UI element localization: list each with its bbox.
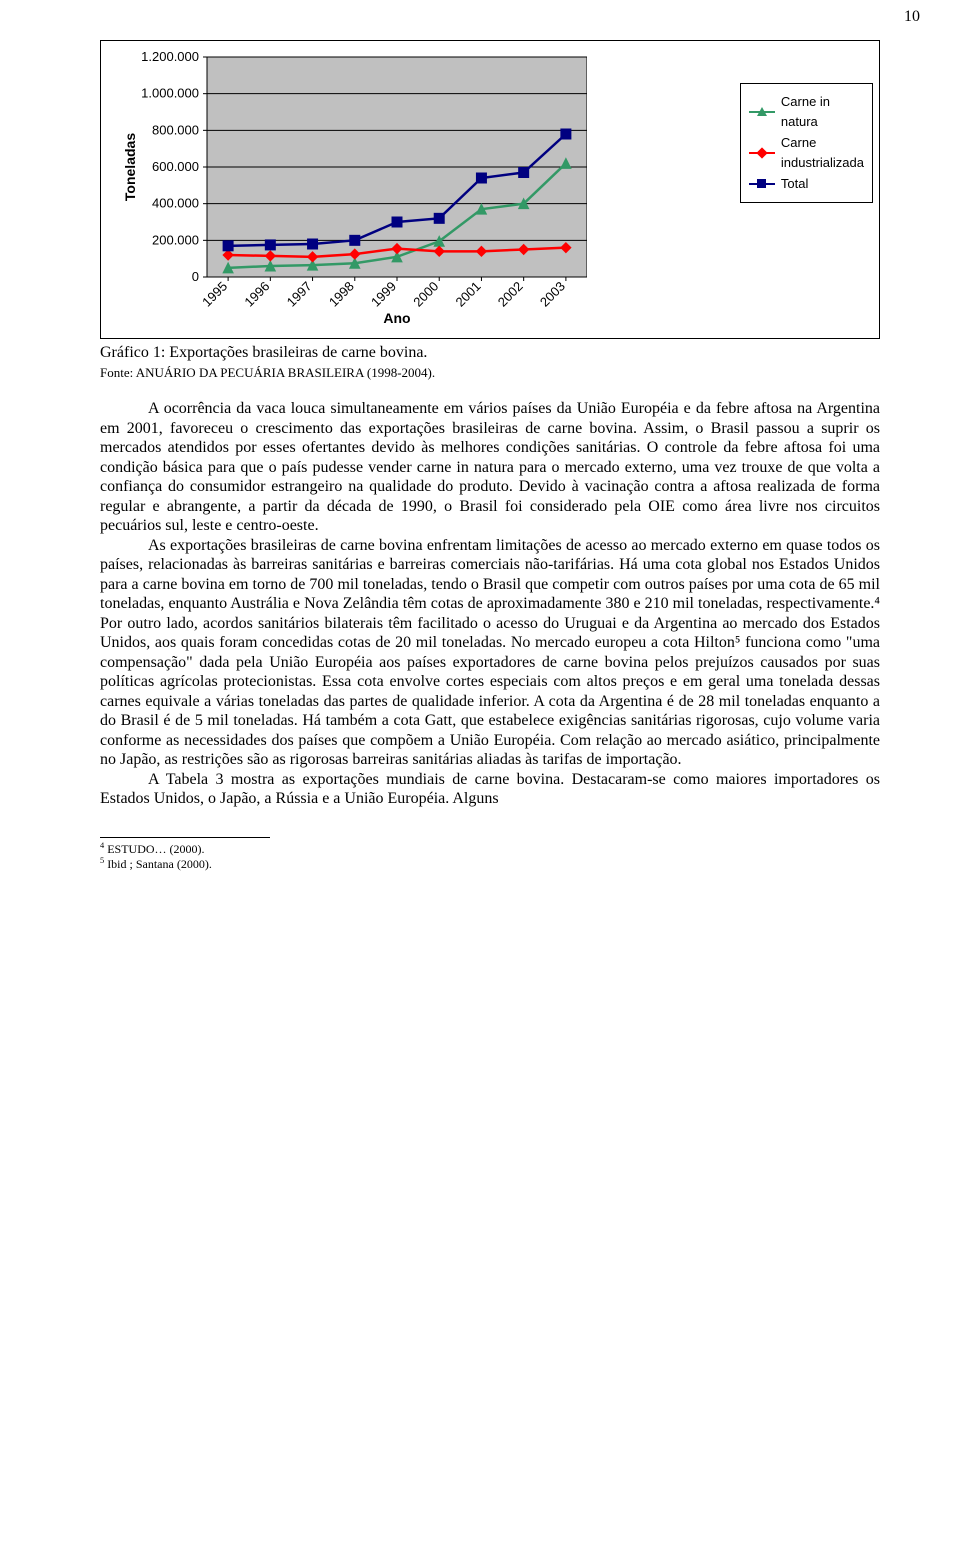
footnote-mark-4: 4	[100, 841, 104, 850]
svg-text:1.000.000: 1.000.000	[141, 86, 199, 101]
svg-text:600.000: 600.000	[152, 159, 199, 174]
footnote-mark-5: 5	[100, 856, 104, 865]
svg-text:0: 0	[192, 269, 199, 284]
svg-text:1996: 1996	[241, 279, 272, 310]
legend-entry: Carne industrializada	[749, 133, 864, 172]
footnote-text-5: Ibid ; Santana (2000).	[107, 857, 212, 871]
legend-label: Total	[781, 174, 808, 194]
svg-text:2003: 2003	[537, 279, 568, 310]
line-chart: 0 200.000 400.000 600.000 800.000 1.000.000 1.…	[117, 47, 587, 327]
page-number: 10	[904, 8, 920, 26]
footnote-separator	[100, 837, 270, 838]
svg-text:Toneladas: Toneladas	[122, 133, 138, 201]
svg-text:200.000: 200.000	[152, 232, 199, 247]
chart-legend: Carne in naturaCarne industrializadaTota…	[740, 83, 873, 203]
svg-text:1.200.000: 1.200.000	[141, 49, 199, 64]
legend-entry: Carne in natura	[749, 92, 864, 131]
svg-text:2001: 2001	[453, 279, 484, 310]
paragraph-2: As exportações brasileiras de carne bovi…	[100, 536, 880, 770]
svg-text:800.000: 800.000	[152, 122, 199, 137]
svg-text:2002: 2002	[495, 279, 526, 310]
svg-text:1999: 1999	[368, 279, 399, 310]
chart-figure: 0 200.000 400.000 600.000 800.000 1.000.000 1.…	[100, 40, 880, 339]
legend-label: Carne industrializada	[781, 133, 864, 172]
paragraph-1: A ocorrência da vaca louca simultaneamen…	[100, 399, 880, 536]
legend-label: Carne in natura	[781, 92, 830, 131]
figure-caption: Gráfico 1: Exportações brasileiras de ca…	[100, 343, 880, 363]
footnote-5: 5 Ibid ; Santana (2000).	[100, 857, 880, 872]
paragraph-3: A Tabela 3 mostra as exportações mundiai…	[100, 770, 880, 809]
svg-text:1997: 1997	[284, 279, 315, 310]
svg-text:Ano: Ano	[383, 310, 410, 326]
svg-text:1998: 1998	[326, 279, 357, 310]
svg-text:400.000: 400.000	[152, 196, 199, 211]
svg-text:2000: 2000	[410, 279, 441, 310]
footnote-4: 4 ESTUDO… (2000).	[100, 842, 880, 857]
legend-entry: Total	[749, 174, 864, 194]
figure-source: Fonte: ANUÁRIO DA PECUÁRIA BRASILEIRA (1…	[100, 365, 880, 381]
svg-text:1995: 1995	[199, 279, 230, 310]
footnote-text-4: ESTUDO… (2000).	[107, 842, 204, 856]
